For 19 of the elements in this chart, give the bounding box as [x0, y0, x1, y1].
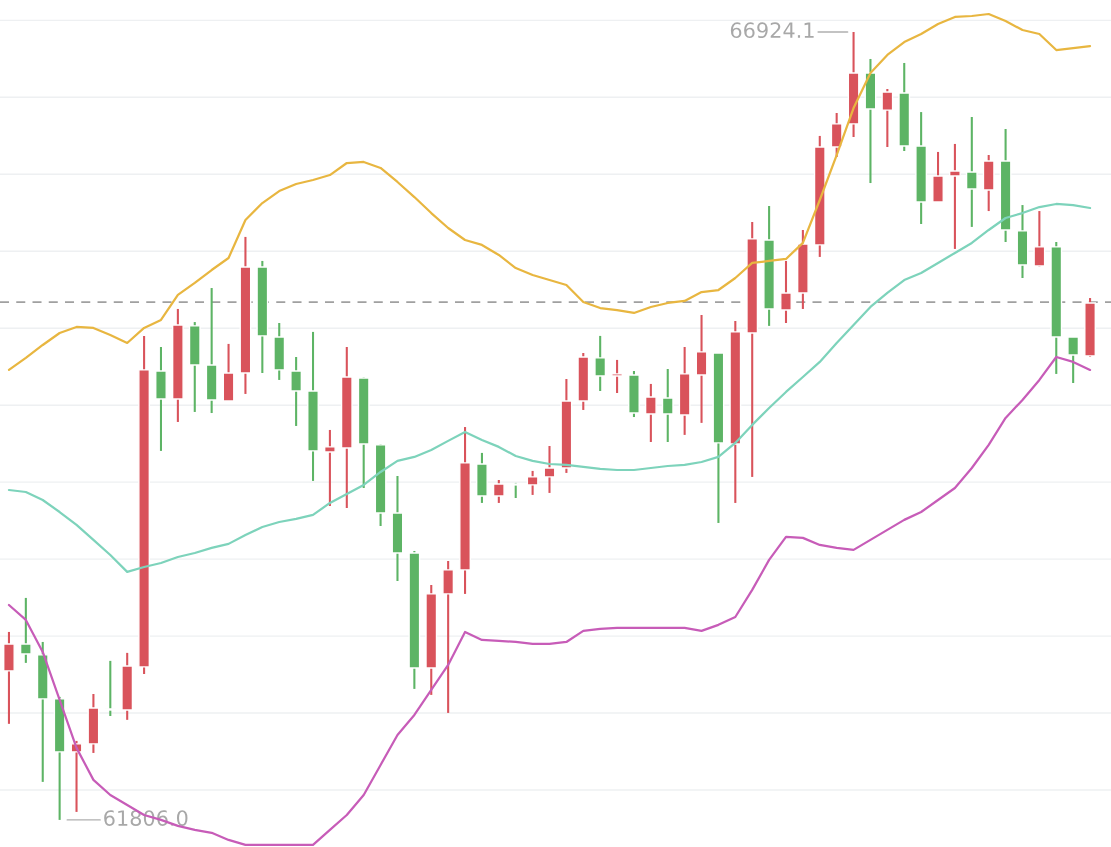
candlestick — [780, 259, 792, 325]
annotation: 66924.1 — [730, 22, 814, 39]
candlestick — [290, 355, 303, 427]
candlestick — [695, 313, 708, 424]
candlestick — [492, 478, 505, 504]
candlestick — [644, 382, 657, 444]
candlestick — [543, 444, 556, 494]
candlestick — [323, 428, 336, 508]
candlestick — [965, 115, 978, 228]
candlestick — [19, 596, 32, 664]
candlestick — [611, 358, 624, 395]
candlestick — [661, 367, 674, 444]
candlestick — [1067, 335, 1080, 385]
candlestick — [830, 111, 843, 159]
candlestick — [881, 87, 894, 149]
candlestick — [1033, 210, 1046, 268]
candlestick — [526, 469, 539, 496]
candlestick — [948, 142, 961, 250]
candlestick — [594, 334, 607, 393]
